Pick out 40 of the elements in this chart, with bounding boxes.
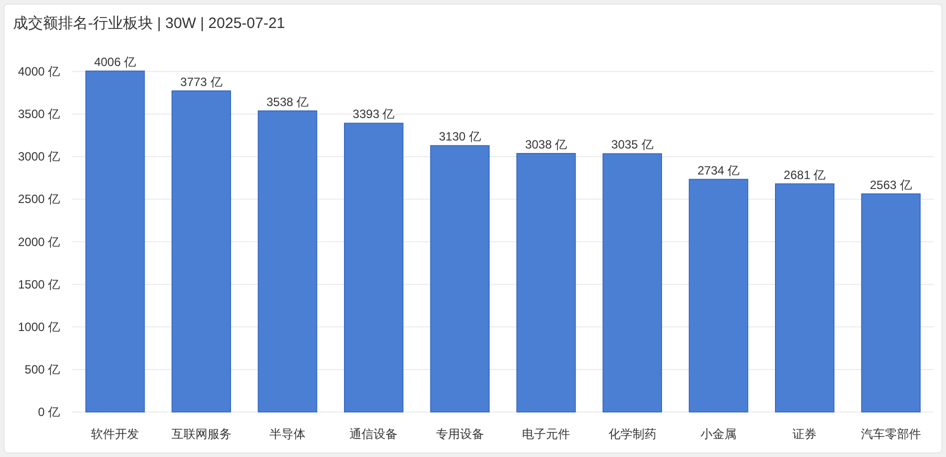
- bar: [602, 153, 662, 412]
- data-label: 3130 亿: [438, 130, 481, 144]
- bar: [688, 178, 748, 412]
- x-tick-label: 小金属: [700, 427, 736, 441]
- data-label: 2734 亿: [697, 163, 740, 178]
- chart-title: 成交额排名-行业板块 | 30W | 2025-07-21: [13, 15, 286, 32]
- y-tick-label: 0 亿: [38, 405, 60, 419]
- data-label: 2681 亿: [784, 168, 826, 182]
- x-tick-label: 软件开发: [91, 427, 140, 441]
- bar: [172, 90, 232, 412]
- x-tick-label: 通信设备: [350, 427, 398, 441]
- bar: [861, 193, 921, 412]
- bar: [516, 153, 576, 412]
- y-tick-label: 2000 亿: [18, 234, 60, 249]
- data-label: 3035 亿: [611, 138, 654, 152]
- data-label: 4006 亿: [94, 55, 136, 69]
- y-tick-label: 4000 亿: [18, 64, 60, 79]
- y-tick-label: 2500 亿: [18, 192, 60, 206]
- x-tick-label: 化学制药: [608, 427, 656, 441]
- bar: [344, 122, 404, 412]
- y-tick-label: 3000 亿: [18, 150, 60, 164]
- x-tick-label: 电子元件: [522, 427, 570, 441]
- bar: [774, 183, 834, 412]
- data-label: 3393 亿: [352, 107, 395, 122]
- y-tick-label: 3500 亿: [18, 107, 60, 122]
- y-tick-label: 1500 亿: [18, 277, 60, 292]
- x-tick-label: 半导体: [270, 427, 306, 441]
- bar: [430, 145, 490, 412]
- data-label: 3773 亿: [180, 74, 222, 89]
- x-tick-label: 互联网服务: [171, 427, 232, 441]
- bar: [85, 70, 145, 412]
- x-tick-label: 汽车零部件: [860, 427, 921, 441]
- x-tick-label: 专用设备: [436, 427, 484, 441]
- data-label: 3538 亿: [266, 94, 309, 109]
- data-label: 3038 亿: [525, 137, 568, 152]
- y-tick-label: 500 亿: [24, 362, 60, 376]
- x-tick-label: 证券: [792, 427, 817, 441]
- bar: [258, 110, 318, 412]
- y-tick-label: 1000 亿: [18, 320, 60, 334]
- data-label: 2563 亿: [870, 178, 912, 192]
